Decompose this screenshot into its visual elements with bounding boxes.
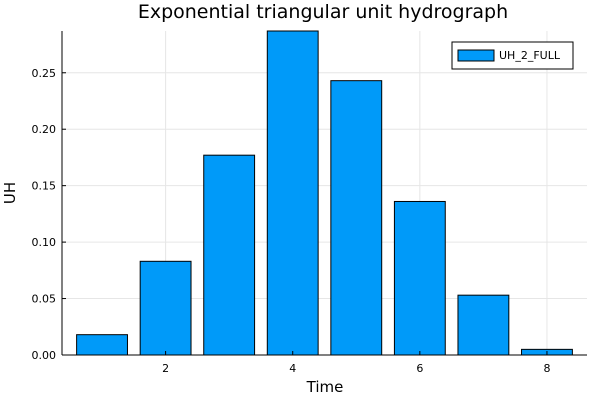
legend-label: UH_2_FULL <box>499 49 561 62</box>
bar-5 <box>330 80 383 356</box>
chart-title: Exponential triangular unit hydrograph <box>138 1 508 23</box>
y-tick-label: 0.20 <box>32 123 57 136</box>
bars <box>76 30 573 356</box>
tick-labels: 2 4 6 8 0.00 0.05 0.10 0.15 0.20 0.25 <box>32 67 551 375</box>
bar-4 <box>266 30 319 356</box>
y-tick-label: 0.10 <box>32 236 57 249</box>
legend: UH_2_FULL <box>451 41 574 70</box>
y-tick-label: 0.25 <box>32 67 57 80</box>
bar-6 <box>393 200 446 356</box>
x-tick-label: 8 <box>543 362 550 375</box>
y-axis-title: UH <box>1 182 19 204</box>
x-axis-title: Time <box>306 378 344 396</box>
x-tick-label: 6 <box>416 362 423 375</box>
x-tick-label: 2 <box>162 362 169 375</box>
bar-7 <box>457 294 510 356</box>
axes <box>61 31 587 356</box>
bar-1 <box>76 334 128 356</box>
y-tick-label: 0.05 <box>32 293 57 306</box>
y-tick-label: 0.15 <box>32 180 57 193</box>
x-tick-label: 4 <box>289 362 296 375</box>
bar-3 <box>203 154 256 356</box>
bar-2 <box>139 260 192 356</box>
legend-swatch <box>457 49 495 62</box>
y-tick-label: 0.00 <box>32 349 57 362</box>
